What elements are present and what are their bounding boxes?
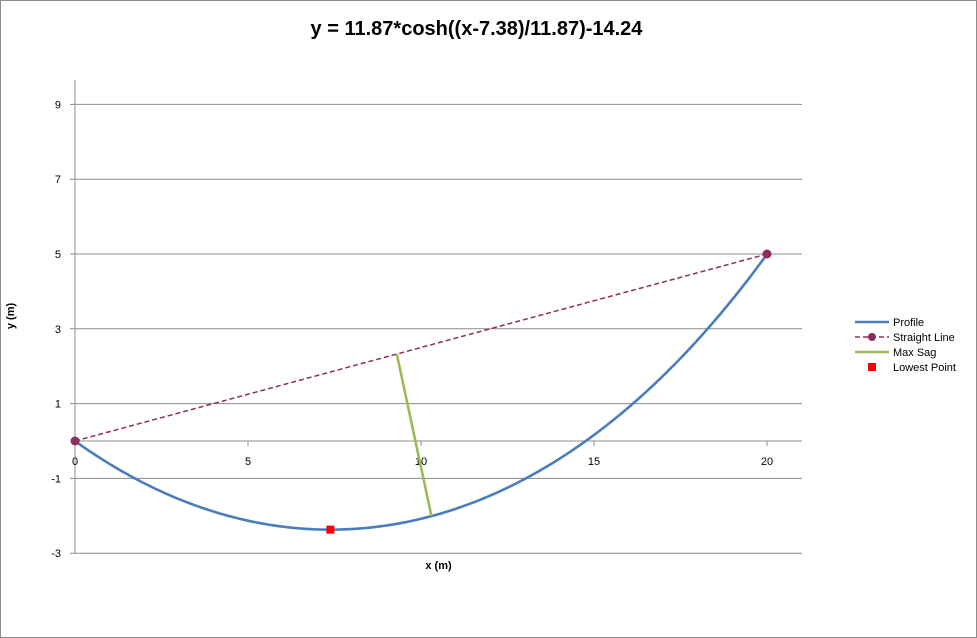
y-tick-label: 9	[55, 99, 61, 111]
y-tick-label: 7	[55, 174, 61, 186]
legend-label: Max Sag	[893, 347, 936, 359]
y-tick-label: 1	[55, 399, 61, 411]
plot-series	[70, 249, 772, 534]
y-tick-label: 3	[55, 324, 61, 336]
x-tick-label: 0	[72, 456, 78, 468]
lowest-point-marker	[326, 525, 335, 534]
legend-label: Straight Line	[893, 332, 955, 344]
axes	[70, 80, 802, 554]
legend-swatch-marker	[868, 333, 876, 341]
y-tick-label: 5	[55, 249, 61, 261]
legend-label: Profile	[893, 317, 924, 329]
y-tick-label: -3	[51, 548, 61, 560]
gridlines	[75, 103, 802, 554]
series-straight-line	[74, 253, 768, 442]
series-profile-line	[74, 253, 769, 531]
x-axis-label: x (m)	[425, 560, 452, 572]
straight-line-point	[70, 436, 80, 446]
x-tick-label: 15	[588, 456, 600, 468]
y-tick-label: -1	[51, 473, 61, 485]
x-tick-label: 20	[761, 456, 773, 468]
series-max-sag-line	[395, 353, 433, 517]
legend-swatch	[868, 363, 876, 371]
straight-line-point	[762, 249, 772, 259]
chart-title: y = 11.87*cosh((x-7.38)/11.87)-14.24	[310, 18, 643, 40]
legend-label: Lowest Point	[893, 362, 956, 374]
legend: Profile Straight Line Max Sag Lowest Point	[855, 317, 956, 374]
x-tick-label: 5	[245, 456, 251, 468]
y-axis-label: y (m)	[5, 303, 17, 330]
